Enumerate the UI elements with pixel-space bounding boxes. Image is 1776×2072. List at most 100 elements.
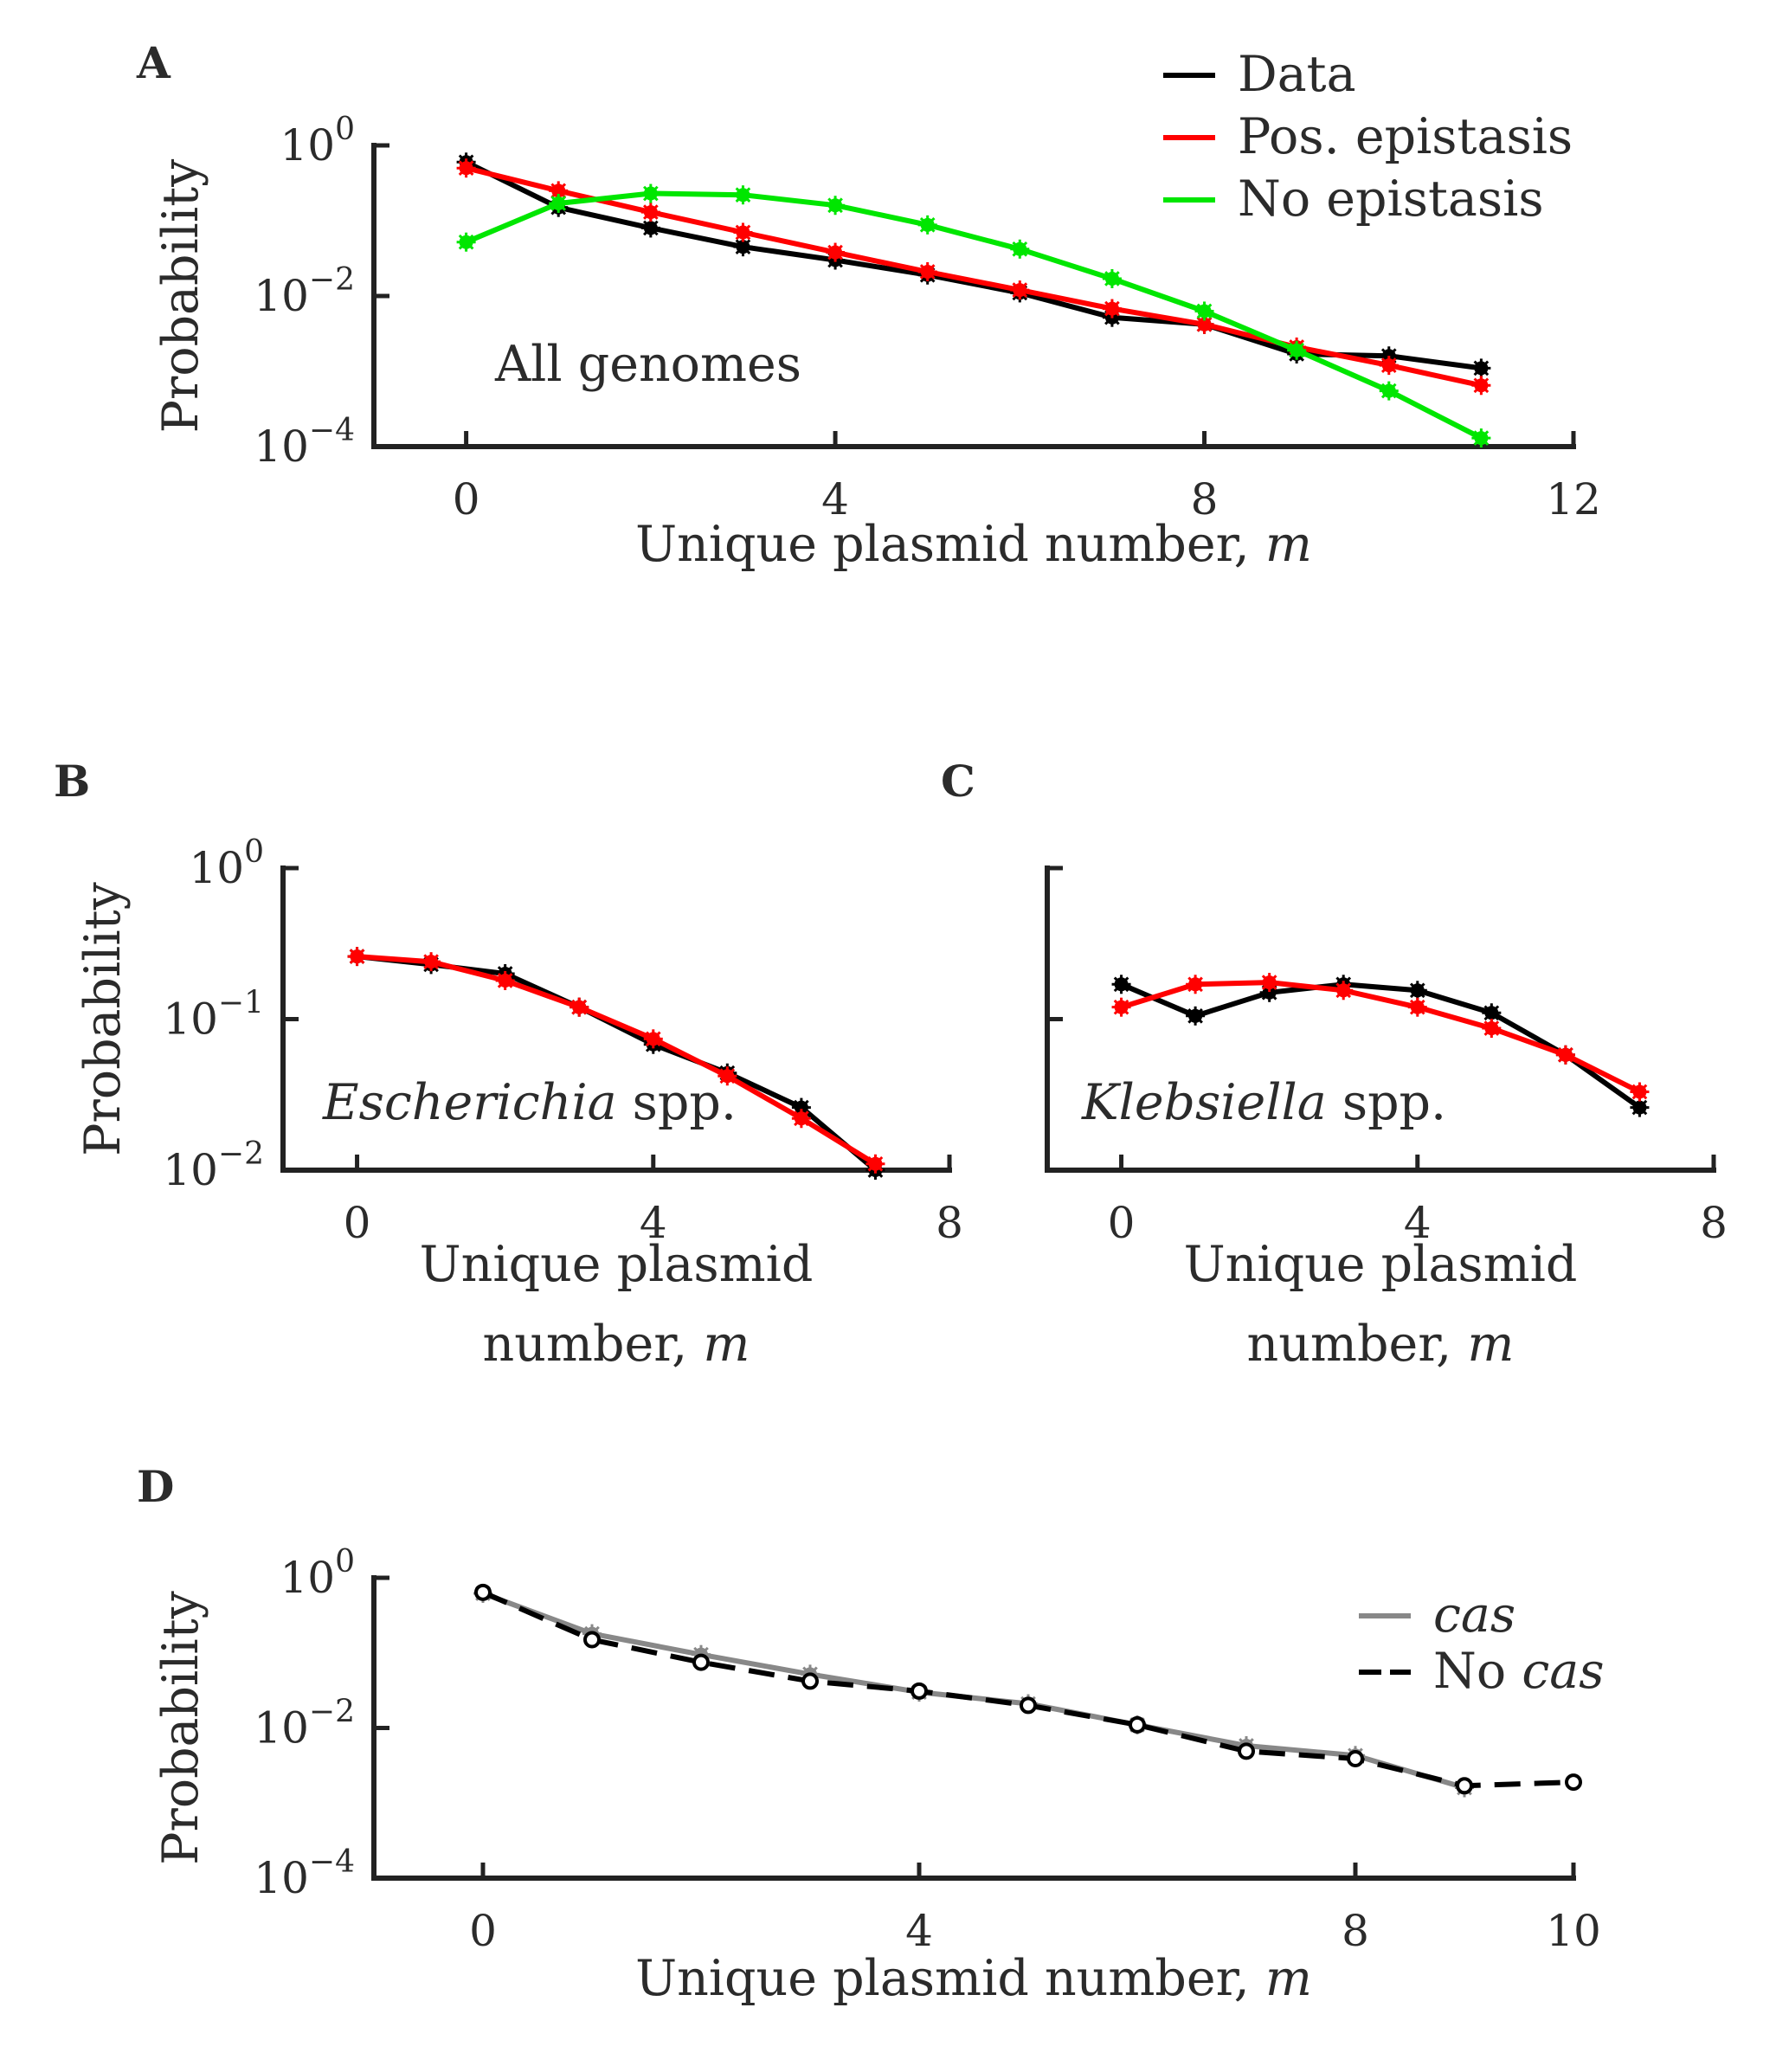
- panel-letter-c: C: [941, 756, 975, 807]
- panel-a-data-point: [1379, 356, 1399, 376]
- panel-a-data-point: [917, 215, 937, 235]
- panel-a-data-point: [1010, 280, 1030, 300]
- panel-a-ylabel: Probability: [152, 158, 209, 433]
- panel-d-data-point: [692, 1653, 710, 1671]
- panel-c-xtick-label: 8: [1700, 1198, 1728, 1248]
- panel-a-data-point: [1194, 301, 1214, 321]
- panel-d-ylabel: Probability: [152, 1590, 209, 1864]
- panel-b-series-line: [357, 954, 877, 1167]
- panel-a-data-point: [549, 193, 569, 213]
- panel-c-xtick-label: 4: [1404, 1198, 1432, 1248]
- panel-a-legend-label: Data: [1238, 46, 1356, 103]
- panel-b-data-point: [569, 997, 589, 1017]
- panel-c-data-point: [1334, 981, 1354, 1001]
- panel-a-data-point: [456, 158, 476, 178]
- panel-b-ytick-label: 100: [189, 834, 264, 893]
- panel-d-xtick-label: 0: [469, 1906, 497, 1956]
- panel-a-data-point: [1379, 381, 1399, 401]
- panel-b-data-point: [717, 1066, 737, 1086]
- panel-c-annotation: Klebsiella spp.: [1081, 1074, 1446, 1131]
- panel-d-xtick-label: 8: [1342, 1906, 1369, 1956]
- panel-b-data-point: [421, 952, 441, 972]
- panel-a-series-line: [465, 190, 1483, 441]
- panel-d-data-point: [583, 1631, 601, 1649]
- panel-c-series-line: [1120, 980, 1641, 1095]
- panel-d-series-line: [481, 1591, 1465, 1791]
- panel-d-data-point: [911, 1682, 928, 1700]
- panel-a-xtick-label: 8: [1191, 474, 1219, 524]
- panel-letter-b: B: [54, 756, 90, 807]
- panel-d-series-1: [474, 1583, 1582, 1795]
- panel-d-legend-label: No cas: [1433, 1643, 1604, 1700]
- panel-b-data-point: [643, 1029, 663, 1049]
- panel-d-data-point: [801, 1672, 819, 1690]
- panel-b-xtick-label: 4: [640, 1198, 667, 1248]
- panel-a-data-point: [640, 218, 660, 238]
- panel-a-data-point: [1102, 299, 1122, 319]
- panel-a-ytick-label: 10−2: [254, 262, 355, 321]
- panel-a-xlabel: Unique plasmid number, m: [635, 516, 1312, 573]
- panel-b-data-point: [865, 1154, 885, 1174]
- panel-d-legend-label: cas: [1433, 1586, 1515, 1644]
- panel-b-xlabel-line: number, m: [483, 1316, 750, 1373]
- panel-a-annotation: All genomes: [494, 336, 801, 393]
- panel-d-data-point: [1347, 1749, 1364, 1767]
- panel-a-data-point: [826, 242, 846, 262]
- panel-b-series-0: [347, 947, 885, 1180]
- panel-b-series-1: [347, 947, 885, 1174]
- panel-d-axes: [371, 1575, 1576, 1881]
- panel-a-data-point: [640, 183, 660, 203]
- panel-a-xtick-label: 12: [1546, 474, 1601, 524]
- panel-a-data-point: [1102, 268, 1122, 288]
- panel-c-data-point: [1555, 1045, 1575, 1065]
- panel-b-ytick-label: 10−2: [163, 1136, 264, 1195]
- panel-a-data-point: [1287, 340, 1307, 360]
- panel-d-xtick-label: 10: [1546, 1906, 1601, 1956]
- panel-a-data-point: [1471, 358, 1491, 378]
- panel-c-data-point: [1630, 1082, 1650, 1102]
- panel-c-data-point: [1407, 981, 1427, 1001]
- panel-d-ytick-label: 100: [280, 1544, 355, 1603]
- panel-a-series-1: [456, 158, 1491, 396]
- panel-a-ytick-label: 10−4: [254, 413, 355, 472]
- panel-c-data-point: [1111, 975, 1131, 994]
- panel-b-series-line: [357, 954, 878, 1173]
- panel-b-data-point: [347, 947, 367, 967]
- panel-d-data-point: [1565, 1773, 1582, 1792]
- panel-letter-a: A: [136, 37, 171, 88]
- panel-c-data-point: [1186, 975, 1206, 994]
- panel-b-xtick-label: 8: [936, 1198, 963, 1248]
- panel-b-data-point: [495, 970, 515, 990]
- panel-b-data-point: [791, 1109, 811, 1129]
- panel-d-chart: 0 4 8 10 100 10−2 10−4 Unique plasmid number, m…: [152, 1544, 1604, 2007]
- panel-b-ylabel: Probability: [74, 881, 132, 1155]
- panel-a-data-point: [1194, 314, 1214, 334]
- panel-c-data-point: [1259, 973, 1279, 993]
- panel-c-chart: 0 4 8 Unique plasmid number, m Klebsiella spp…: [1045, 865, 1728, 1373]
- panel-c-data-point: [1482, 1019, 1502, 1039]
- panel-c-data-point: [1111, 997, 1131, 1017]
- panel-d-ytick-label: 10−2: [254, 1695, 355, 1753]
- panel-b-data-point: [791, 1097, 811, 1117]
- panel-b-ytick-label: 10−1: [163, 986, 264, 1045]
- panel-a-data-point: [456, 232, 476, 252]
- panel-a-data-point: [549, 181, 569, 201]
- panel-c-xtick-label: 0: [1108, 1198, 1136, 1248]
- panel-a-data-point: [733, 185, 753, 205]
- panel-a-legend-label: No epistasis: [1238, 171, 1544, 228]
- panel-a-ytick-label: 100: [280, 112, 355, 171]
- panel-a-data-point: [1010, 239, 1030, 259]
- panel-c-series-1: [1111, 973, 1650, 1102]
- panel-a-data-point: [917, 261, 937, 281]
- panel-b-xlabel-line: Unique plasmid: [420, 1236, 814, 1293]
- panel-b-xtick-label: 0: [344, 1198, 371, 1248]
- panel-b-chart: 0 4 8 100 10−1 10−2 Unique plasmid number, m Pro…: [74, 834, 963, 1373]
- panel-d-xtick-label: 4: [905, 1906, 933, 1956]
- panel-d-data-point: [1238, 1742, 1255, 1760]
- panel-d-data-point: [1129, 1715, 1146, 1734]
- panel-d-ytick-label: 10−4: [254, 1844, 355, 1903]
- panel-letter-d: D: [137, 1461, 174, 1512]
